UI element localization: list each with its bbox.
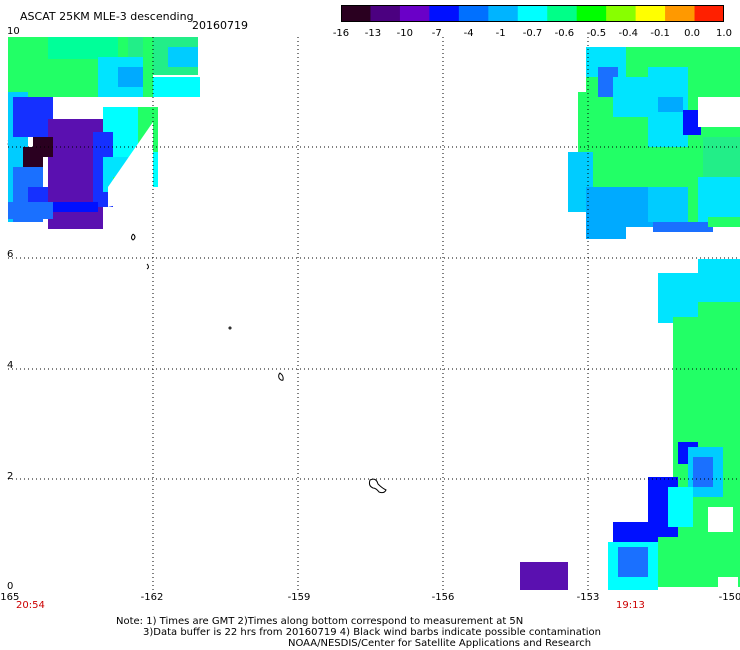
x-label-165: -165: [0, 592, 20, 603]
island-5: [368, 478, 387, 494]
swath-top-left: [8, 37, 200, 229]
y-label-6: 6: [7, 249, 14, 260]
colorbar-label: -0.5: [586, 28, 607, 39]
note-line-1: Note: 1) Times are GMT 2)Times along bot…: [116, 616, 524, 627]
time-right: 19:13: [616, 600, 645, 611]
note-line-2: 3)Data buffer is 22 hrs from 20160719 4)…: [143, 627, 601, 638]
island-1: [131, 233, 136, 241]
y-label-2: 2: [7, 471, 14, 482]
colorbar-cell: [488, 5, 519, 22]
colorbar-label: 0.0: [684, 28, 701, 39]
colorbar-label: -16: [332, 28, 350, 39]
colorbar-cell: [694, 5, 724, 22]
colorbar-cell: [606, 5, 637, 22]
x-label-162: -162: [140, 592, 164, 603]
colorbar-cell: [517, 5, 548, 22]
swath-purple-patch: [520, 562, 568, 590]
swath-right-strip: [658, 259, 740, 457]
colorbar-label: 1.0: [716, 28, 732, 39]
colorbar-label: -13: [364, 28, 382, 39]
colorbar-cell: [576, 5, 607, 22]
island-2: [146, 263, 149, 270]
colorbar-cell: [429, 5, 460, 22]
colorbar-label: -0.4: [618, 28, 639, 39]
swath-bottom-right: [608, 442, 740, 590]
colorbar-label: -1: [495, 28, 506, 39]
x-label-159: -159: [287, 592, 311, 603]
island-outlines: [131, 233, 387, 494]
colorbar-label: -0.6: [554, 28, 575, 39]
colorbar-cell: [665, 5, 696, 22]
colorbar-cell: [399, 5, 430, 22]
island-4: [278, 372, 284, 381]
colorbar-label: -10: [396, 28, 413, 39]
product-title: ASCAT 25KM MLE-3 descending: [20, 10, 194, 23]
x-label-156: -156: [431, 592, 455, 603]
x-label-150: -150: [718, 592, 740, 603]
note-line-3: NOAA/NESDIS/Center for Satellite Applica…: [288, 638, 592, 649]
colorbar-label: -4: [463, 28, 474, 39]
colorbar-cell: [370, 5, 401, 22]
wind-map: [8, 37, 740, 590]
colorbar: [341, 5, 724, 22]
island-3: [228, 326, 232, 330]
y-label-4: 4: [7, 360, 14, 371]
colorbar-cell: [341, 5, 371, 22]
colorbar-label: -0.7: [522, 28, 543, 39]
x-label-153: -153: [576, 592, 600, 603]
colorbar-cell: [547, 5, 578, 22]
colorbar-cell: [635, 5, 666, 22]
y-label-0: 0: [7, 581, 14, 592]
y-label-10: 10: [7, 26, 20, 37]
colorbar-cell: [458, 5, 489, 22]
lat-lon-grid: [8, 37, 740, 590]
time-left: 20:54: [16, 600, 45, 611]
colorbar-label: -0.1: [650, 28, 670, 39]
colorbar-label: -7: [431, 28, 442, 39]
product-date: 20160719: [192, 19, 248, 32]
swath-top-right: [568, 47, 740, 239]
